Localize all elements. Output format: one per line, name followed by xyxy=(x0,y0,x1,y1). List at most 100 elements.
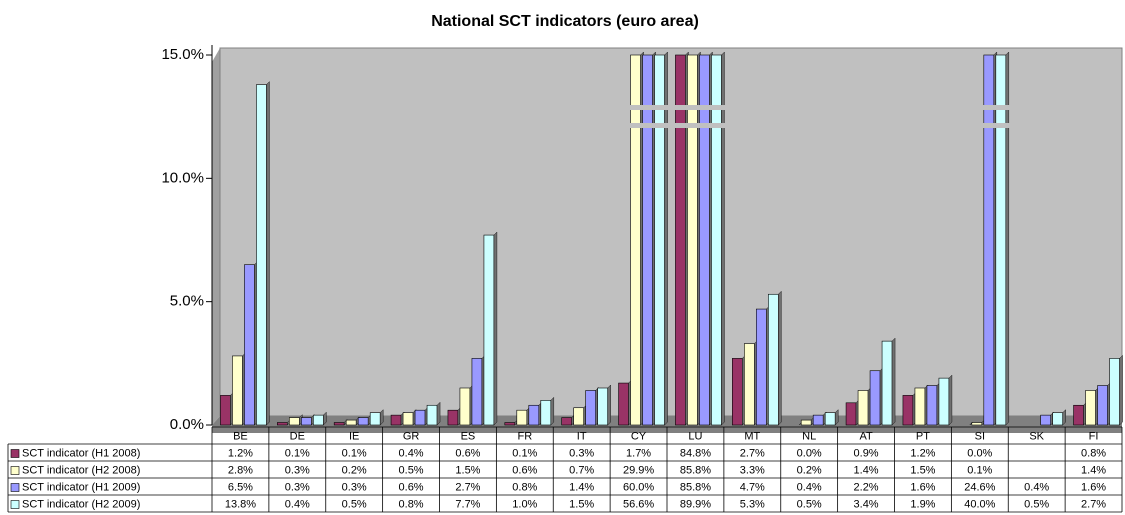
bar xyxy=(654,54,665,426)
y-tick-label: 10.0% xyxy=(161,169,204,186)
bar xyxy=(447,409,459,426)
table-value: 85.8% xyxy=(680,464,711,476)
axis-break xyxy=(686,123,702,128)
bar xyxy=(333,422,345,426)
bar-side xyxy=(1119,354,1123,426)
table-value: 1.9% xyxy=(910,498,935,510)
table-value: 85.8% xyxy=(680,481,711,493)
table-value: 0.5% xyxy=(1024,498,1049,510)
axis-break xyxy=(698,123,714,128)
axis-break xyxy=(653,105,669,110)
table-value: 0.8% xyxy=(1081,447,1106,459)
bar-side xyxy=(323,411,327,426)
table-value: 0.5% xyxy=(342,498,367,510)
bar-side xyxy=(550,396,555,426)
axis-break xyxy=(710,105,726,110)
bar xyxy=(471,358,483,426)
table-value: 1.4% xyxy=(569,481,594,493)
bar xyxy=(1052,412,1063,426)
axis-break xyxy=(982,123,998,128)
x-tick-label: NL xyxy=(802,430,816,442)
table-value: 0.9% xyxy=(854,447,879,459)
bar xyxy=(369,412,381,426)
bar-side xyxy=(778,290,782,426)
table-value: 0.5% xyxy=(797,498,822,510)
x-tick-label: IE xyxy=(349,430,359,442)
table-value: 0.6% xyxy=(455,447,480,459)
table-value: 0.2% xyxy=(342,464,367,476)
bar xyxy=(357,417,369,426)
bar-side xyxy=(607,384,611,426)
bar-side xyxy=(266,81,270,426)
y-tick-label: 0.0% xyxy=(170,416,204,433)
table-value: 29.9% xyxy=(623,464,654,476)
table-value: 1.0% xyxy=(512,498,537,510)
bar-side xyxy=(969,421,973,426)
bar xyxy=(642,54,653,426)
side-wall xyxy=(212,48,220,425)
table-value: 7.7% xyxy=(455,498,480,510)
axis-break xyxy=(653,123,669,128)
table-value: 2.2% xyxy=(854,481,879,493)
bar xyxy=(540,400,552,426)
bar xyxy=(687,54,698,426)
bar xyxy=(857,390,869,426)
table-value: 0.4% xyxy=(1024,481,1049,493)
table-value: 40.0% xyxy=(964,498,995,510)
bar xyxy=(345,419,357,426)
x-tick-label: GR xyxy=(403,430,420,442)
bar xyxy=(938,377,950,426)
table-value: 84.8% xyxy=(680,447,711,459)
bar xyxy=(516,409,528,426)
bar xyxy=(732,358,743,426)
table-value: 6.5% xyxy=(228,481,253,493)
table-value: 0.6% xyxy=(399,481,424,493)
bar xyxy=(390,414,402,426)
bar xyxy=(1073,404,1084,426)
table-value: 0.4% xyxy=(399,447,424,459)
axis-break xyxy=(674,123,690,128)
bar xyxy=(277,422,288,426)
bar xyxy=(528,404,540,426)
x-tick-label: DE xyxy=(290,430,305,442)
bar xyxy=(971,422,983,426)
bar xyxy=(1040,414,1051,426)
bar xyxy=(504,422,516,426)
legend-label: SCT indicator (H1 2008) xyxy=(22,447,140,459)
table-value: 13.8% xyxy=(225,498,256,510)
axis-break xyxy=(629,123,645,128)
table-value: 56.6% xyxy=(623,498,654,510)
x-tick-label: IT xyxy=(577,430,587,442)
legend-label: SCT indicator (H1 2009) xyxy=(22,481,140,493)
bar xyxy=(756,308,767,426)
bar xyxy=(256,84,267,426)
bar xyxy=(926,385,938,426)
table-value: 1.5% xyxy=(455,464,480,476)
bar-side xyxy=(379,409,384,426)
table-value: 3.4% xyxy=(854,498,879,510)
table-value: 0.1% xyxy=(967,464,992,476)
bar xyxy=(995,54,1007,426)
bar xyxy=(881,340,893,426)
legend-swatch xyxy=(10,500,20,509)
table-value: 1.2% xyxy=(228,447,253,459)
legend-label: SCT indicator (H2 2008) xyxy=(22,464,140,476)
axis-break xyxy=(641,123,657,128)
table-value: 1.6% xyxy=(910,481,935,493)
bar xyxy=(675,54,686,426)
bar xyxy=(1109,358,1120,426)
table-value: 0.3% xyxy=(569,447,594,459)
table-value: 0.7% xyxy=(569,464,594,476)
x-tick-label: AT xyxy=(859,430,873,442)
table-value: 0.0% xyxy=(967,447,992,459)
bar xyxy=(1085,390,1096,426)
bar xyxy=(459,387,471,426)
bar xyxy=(402,412,414,426)
table-value: 24.6% xyxy=(964,481,995,493)
table-value: 4.7% xyxy=(740,481,765,493)
x-tick-label: FR xyxy=(517,430,532,442)
x-tick-label: SI xyxy=(975,430,985,442)
bar xyxy=(585,390,596,426)
bar xyxy=(414,409,426,426)
x-tick-label: FI xyxy=(1089,430,1099,442)
